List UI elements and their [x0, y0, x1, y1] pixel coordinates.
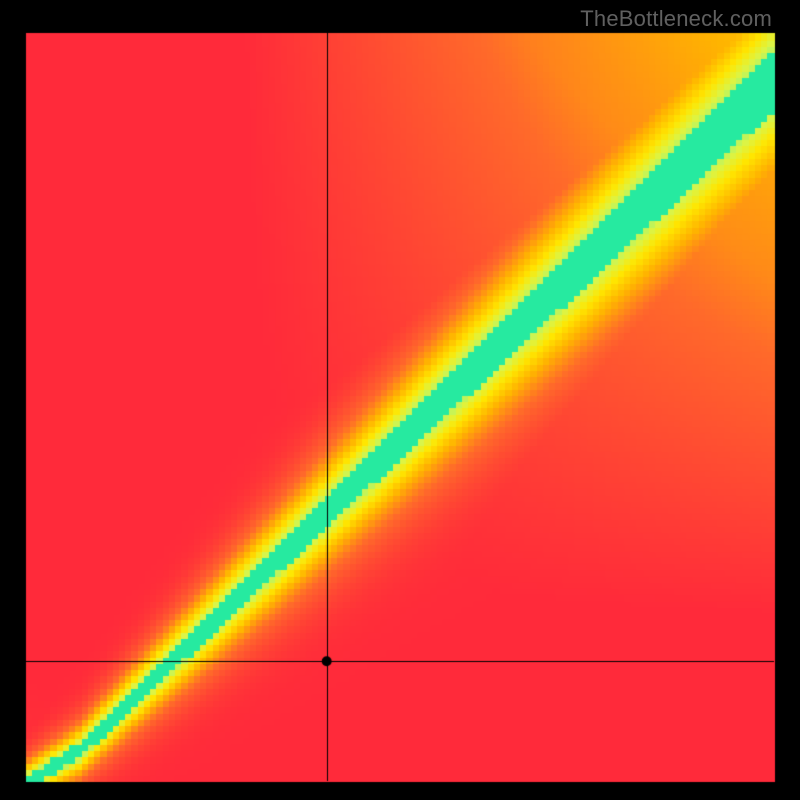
- watermark-text: TheBottleneck.com: [580, 6, 772, 32]
- heatmap-canvas: [0, 0, 800, 800]
- chart-container: TheBottleneck.com: [0, 0, 800, 800]
